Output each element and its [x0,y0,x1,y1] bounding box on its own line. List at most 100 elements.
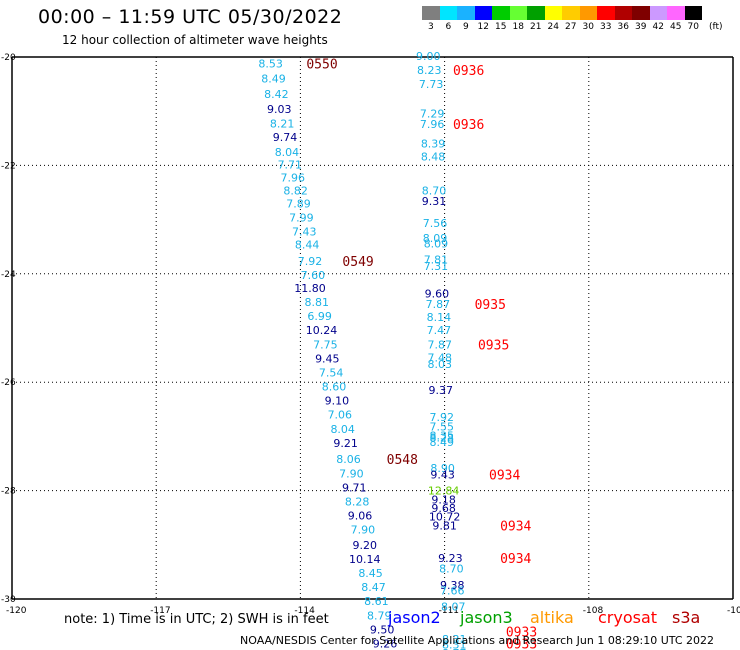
x-tick-label: -117 [150,606,170,616]
colorbar-label: 12 [477,22,489,32]
swh-value-track-a: 8.45 [358,567,383,580]
x-tick-label: -105 [727,606,740,616]
swh-value-track-b: 9.23 [438,552,463,565]
page-title: 00:00 – 11:59 UTC 05/30/2022 [38,6,343,28]
swh-value-track-a: 8.79 [367,609,392,622]
colorbar-swatch [632,6,650,20]
swh-value-track-a: 8.28 [345,495,370,508]
colorbar-swatch [544,6,562,20]
swh-value-track-b: 9.68 [431,502,456,515]
colorbar-label: 36 [617,22,629,32]
swh-value-track-b: 8.39 [421,138,446,151]
swh-value-track-b: 8.07 [441,601,466,614]
swh-value-track-a: 8.44 [295,239,320,252]
colorbar-swatch [579,6,597,20]
swh-value-track-b: 7.87 [426,298,451,311]
swh-value-track-b: 7.66 [440,584,465,597]
x-tick-label: -120 [6,606,27,616]
swh-value-track-b: 10.72 [429,511,461,524]
swh-value-track-b: 9.43 [430,468,455,481]
swh-value-track-b: 8.23 [417,64,442,77]
swh-value-track-a: 8.47 [361,581,386,594]
swh-value-track-a: 7.90 [339,467,364,480]
pass-time-label: 0934 [500,552,531,567]
swh-value-track-b: 8.09 [423,232,448,245]
colorbar-swatch [527,6,545,20]
swh-value-track-a: 8.82 [283,184,308,197]
x-tick-label: -108 [583,606,604,616]
swh-value-track-b: 8.31 [442,639,467,650]
colorbar-labels: 3 6 9 12 15 18 21 24 27 30 33 36 39 42 45 70 (ft) [422,22,740,34]
colorbar-label: 6 [445,22,452,32]
pass-time-label: 0933 [506,637,537,650]
y-tick-label: -28 [1,487,16,497]
swh-value-track-a: 8.21 [270,118,295,131]
swh-value-track-b: 7.48 [428,351,453,364]
swh-value-track-a: 7.60 [301,269,326,282]
colorbar-swatch [667,6,685,20]
swh-value-track-b: 9.81 [432,519,457,532]
swh-value-track-a: 9.26 [373,637,398,650]
swh-value-track-a: 8.81 [304,296,329,309]
swh-value-track-a: 6.99 [307,310,332,323]
swh-value-track-a: 11.80 [294,282,326,295]
footnote: note: 1) Time is in UTC; 2) SWH is in fe… [64,612,329,627]
colorbar-swatch [597,6,615,20]
colorbar-swatch [649,6,667,20]
swh-value-track-b: 7.96 [420,118,445,131]
swh-value-track-a: 8.42 [264,88,289,101]
colorbar-swatch [457,6,475,20]
swh-value-track-b: 7.31 [424,260,449,273]
swh-value-track-a: 9.20 [353,539,378,552]
pass-time-label: 0936 [453,118,484,133]
pass-time-label: 0934 [489,468,520,483]
colorbar-label: 45 [670,22,682,32]
colorbar-label: 9 [463,22,469,32]
swh-value-track-a: 7.92 [298,255,323,268]
y-tick-label: -30 [1,595,16,605]
swh-value-track-a: 9.50 [370,623,395,636]
swh-value-track-b: 7.92 [429,411,454,424]
colorbar-swatch [614,6,632,20]
swh-value-track-a: 8.53 [258,58,283,71]
colorbar-label: 70 [687,22,699,32]
pass-time-label: 0933 [506,626,537,641]
swh-value-track-a: 7.75 [313,338,338,351]
pass-time-label: 0548 [387,453,418,468]
legend-jason2: jason2 [388,608,441,627]
swh-value-track-a: 7.89 [286,197,311,210]
swh-value-track-a: 8.06 [336,453,361,466]
swh-value-track-b: 7.55 [429,421,454,434]
swh-value-track-b: 9.31 [422,195,447,208]
pass-time-label: 0934 [500,519,531,534]
colorbar-swatch [684,6,702,20]
legend-altika: altika [530,608,574,627]
swh-value-track-b: 7.81 [424,254,449,267]
swh-value-track-b: 8.70 [439,563,464,576]
colorbar-swatch [439,6,457,20]
swh-value-track-a: 7.99 [289,211,314,224]
swh-value-track-b: 8.70 [422,184,447,197]
swh-value-track-b: 8.77 [442,647,467,650]
swh-value-track-b: 8.31 [442,633,467,646]
colorbar-label: 39 [635,22,647,32]
swh-value-track-b: 8.90 [430,462,455,475]
colorbar-label: 3 [428,22,434,32]
colorbar-unit: (ft) [709,22,723,32]
colorbar [422,6,702,20]
swh-value-track-a: 9.74 [273,131,298,144]
swh-value-track-b: 7.73 [419,78,444,91]
pass-time-label: 0936 [453,64,484,79]
pass-time-label: 0550 [306,58,337,73]
page-subtitle: 12 hour collection of altimeter wave hei… [62,33,328,47]
swh-value-track-b: 8.48 [421,151,446,164]
swh-value-track-b: 7.87 [428,338,453,351]
colorbar-label: 42 [652,22,664,32]
swh-value-track-a: 8.04 [275,146,300,159]
y-tick-label: -20 [1,53,16,63]
colorbar-label: 18 [512,22,524,32]
swh-value-track-b: 8.49 [429,436,454,449]
swh-value-track-a: 7.90 [351,524,376,537]
